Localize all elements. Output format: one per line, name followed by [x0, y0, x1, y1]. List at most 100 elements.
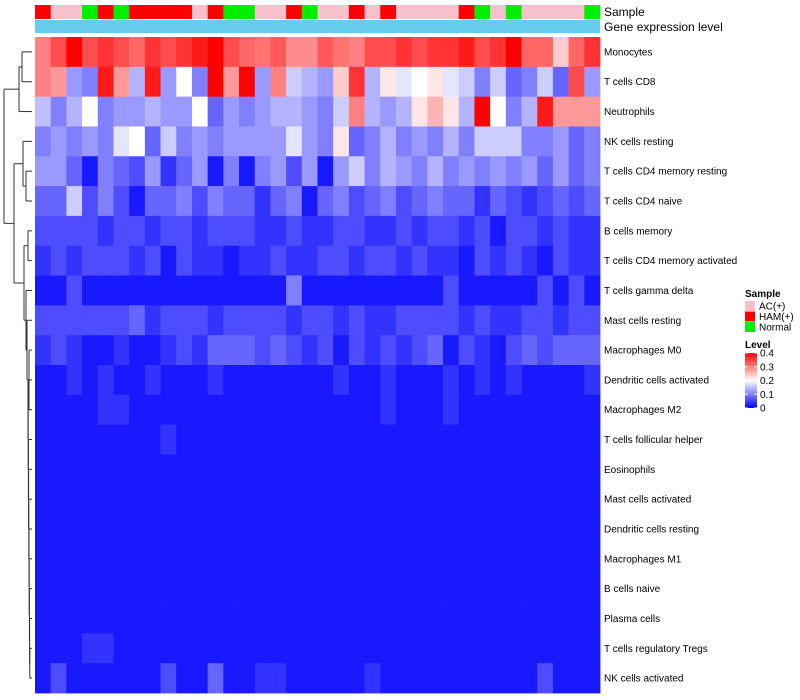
- heatmap-cell: [333, 573, 350, 604]
- heatmap-cell: [364, 126, 381, 157]
- heatmap-cell: [160, 633, 177, 664]
- heatmap-cell: [191, 96, 209, 127]
- heatmap-cell: [427, 275, 444, 306]
- heatmap-cell: [239, 514, 256, 545]
- heatmap-cell: [552, 156, 570, 187]
- heatmap-cell: [50, 96, 67, 127]
- heatmap-cell: [50, 484, 67, 515]
- heatmap-cell: [568, 484, 585, 515]
- heatmap-cell: [411, 186, 428, 217]
- heatmap-cell: [66, 603, 83, 634]
- heatmap-cell: [474, 424, 491, 455]
- heatmap-cell: [191, 156, 209, 187]
- heatmap-cell: [223, 186, 240, 217]
- heatmap-cell: [176, 454, 193, 485]
- legend-level-title: Level: [745, 340, 771, 351]
- heatmap-cell: [364, 514, 381, 545]
- heatmap-cell: [66, 424, 83, 455]
- heatmap-cell: [129, 305, 146, 336]
- heatmap-cell: [584, 186, 601, 217]
- heatmap-cell: [521, 66, 538, 98]
- heatmap-cell: [364, 335, 381, 366]
- heatmap-cell: [254, 186, 271, 217]
- heatmap-cell: [254, 424, 271, 455]
- heatmap-cell: [97, 335, 114, 366]
- heatmap-cell: [317, 573, 334, 604]
- heatmap-cell: [427, 126, 444, 157]
- heatmap-cell: [301, 245, 318, 276]
- heatmap-cell: [191, 245, 209, 276]
- legend-sample-entries: AC(+)HAM(+)Normal: [745, 301, 794, 334]
- heatmap-cell: [427, 66, 444, 98]
- heatmap-cell: [333, 156, 350, 187]
- heatmap-cell: [223, 603, 240, 634]
- heatmap-cell: [333, 543, 350, 575]
- heatmap-cell: [207, 275, 224, 306]
- heatmap-cell: [333, 663, 350, 694]
- sample-annotation-cell: [584, 5, 601, 19]
- heatmap-cell: [364, 424, 381, 455]
- heatmap-cell: [207, 573, 224, 604]
- heatmap-cell: [584, 394, 601, 426]
- heatmap-cell: [395, 126, 413, 157]
- heatmap-cell: [50, 394, 67, 426]
- heatmap-cell: [254, 66, 271, 98]
- heatmap-cell: [207, 424, 224, 455]
- heatmap-cell: [50, 543, 67, 575]
- heatmap-cell: [254, 215, 271, 247]
- heatmap-cell: [411, 37, 428, 68]
- heatmap-cell: [66, 633, 83, 664]
- heatmap-cell: [537, 37, 554, 68]
- sample-annotation-cell: [427, 5, 444, 19]
- heatmap-cell: [82, 215, 99, 247]
- heatmap-cell: [364, 394, 381, 426]
- heatmap-cell: [458, 186, 475, 217]
- heatmap-cell: [113, 543, 130, 575]
- heatmap-cell: [286, 66, 303, 98]
- heatmap-cell: [443, 633, 460, 664]
- heatmap-cell: [443, 215, 460, 247]
- heatmap-cell: [270, 126, 287, 157]
- heatmap-cell: [427, 394, 444, 426]
- heatmap-cell: [160, 543, 177, 575]
- heatmap-cell: [443, 424, 460, 455]
- heatmap-cell: [443, 335, 460, 366]
- heatmap-cell: [490, 126, 507, 157]
- heatmap-cell: [176, 543, 193, 575]
- heatmap-cell: [317, 275, 334, 306]
- heatmap-cell: [584, 484, 601, 515]
- heatmap-cell: [474, 543, 491, 575]
- heatmap-cell: [50, 573, 67, 604]
- sample-annotation-cell: [552, 5, 569, 19]
- heatmap-cell: [129, 514, 146, 545]
- heatmap-cell: [50, 126, 67, 157]
- heatmap-cell: [521, 573, 538, 604]
- heatmap-cell: [443, 543, 460, 575]
- heatmap-cell: [443, 37, 460, 68]
- heatmap-cell: [537, 543, 554, 575]
- heatmap-cell: [568, 245, 585, 276]
- heatmap-cell: [160, 394, 177, 426]
- heatmap-cell: [66, 66, 83, 98]
- heatmap-cell: [395, 424, 413, 455]
- heatmap-cell: [35, 365, 52, 396]
- heatmap-cell: [239, 394, 256, 426]
- sample-annotation-cell: [50, 5, 67, 19]
- heatmap-cell: [380, 514, 397, 545]
- sample-annotation-cell: [129, 5, 146, 19]
- heatmap-cell: [301, 454, 318, 485]
- sample-annotation-cell: [286, 5, 303, 19]
- heatmap-cell: [160, 275, 177, 306]
- heatmap-cell: [568, 543, 585, 575]
- heatmap-cell: [380, 424, 397, 455]
- heatmap-cell: [537, 484, 554, 515]
- heatmap-cell: [490, 156, 507, 187]
- heatmap-cell: [82, 603, 99, 634]
- heatmap-cell: [505, 663, 522, 694]
- heatmap-cell: [411, 335, 428, 366]
- heatmap-cell: [160, 454, 177, 485]
- heatmap-cell: [254, 484, 271, 515]
- heatmap-cell: [537, 66, 554, 98]
- heatmap-cell: [35, 394, 52, 426]
- heatmap-cell: [505, 245, 522, 276]
